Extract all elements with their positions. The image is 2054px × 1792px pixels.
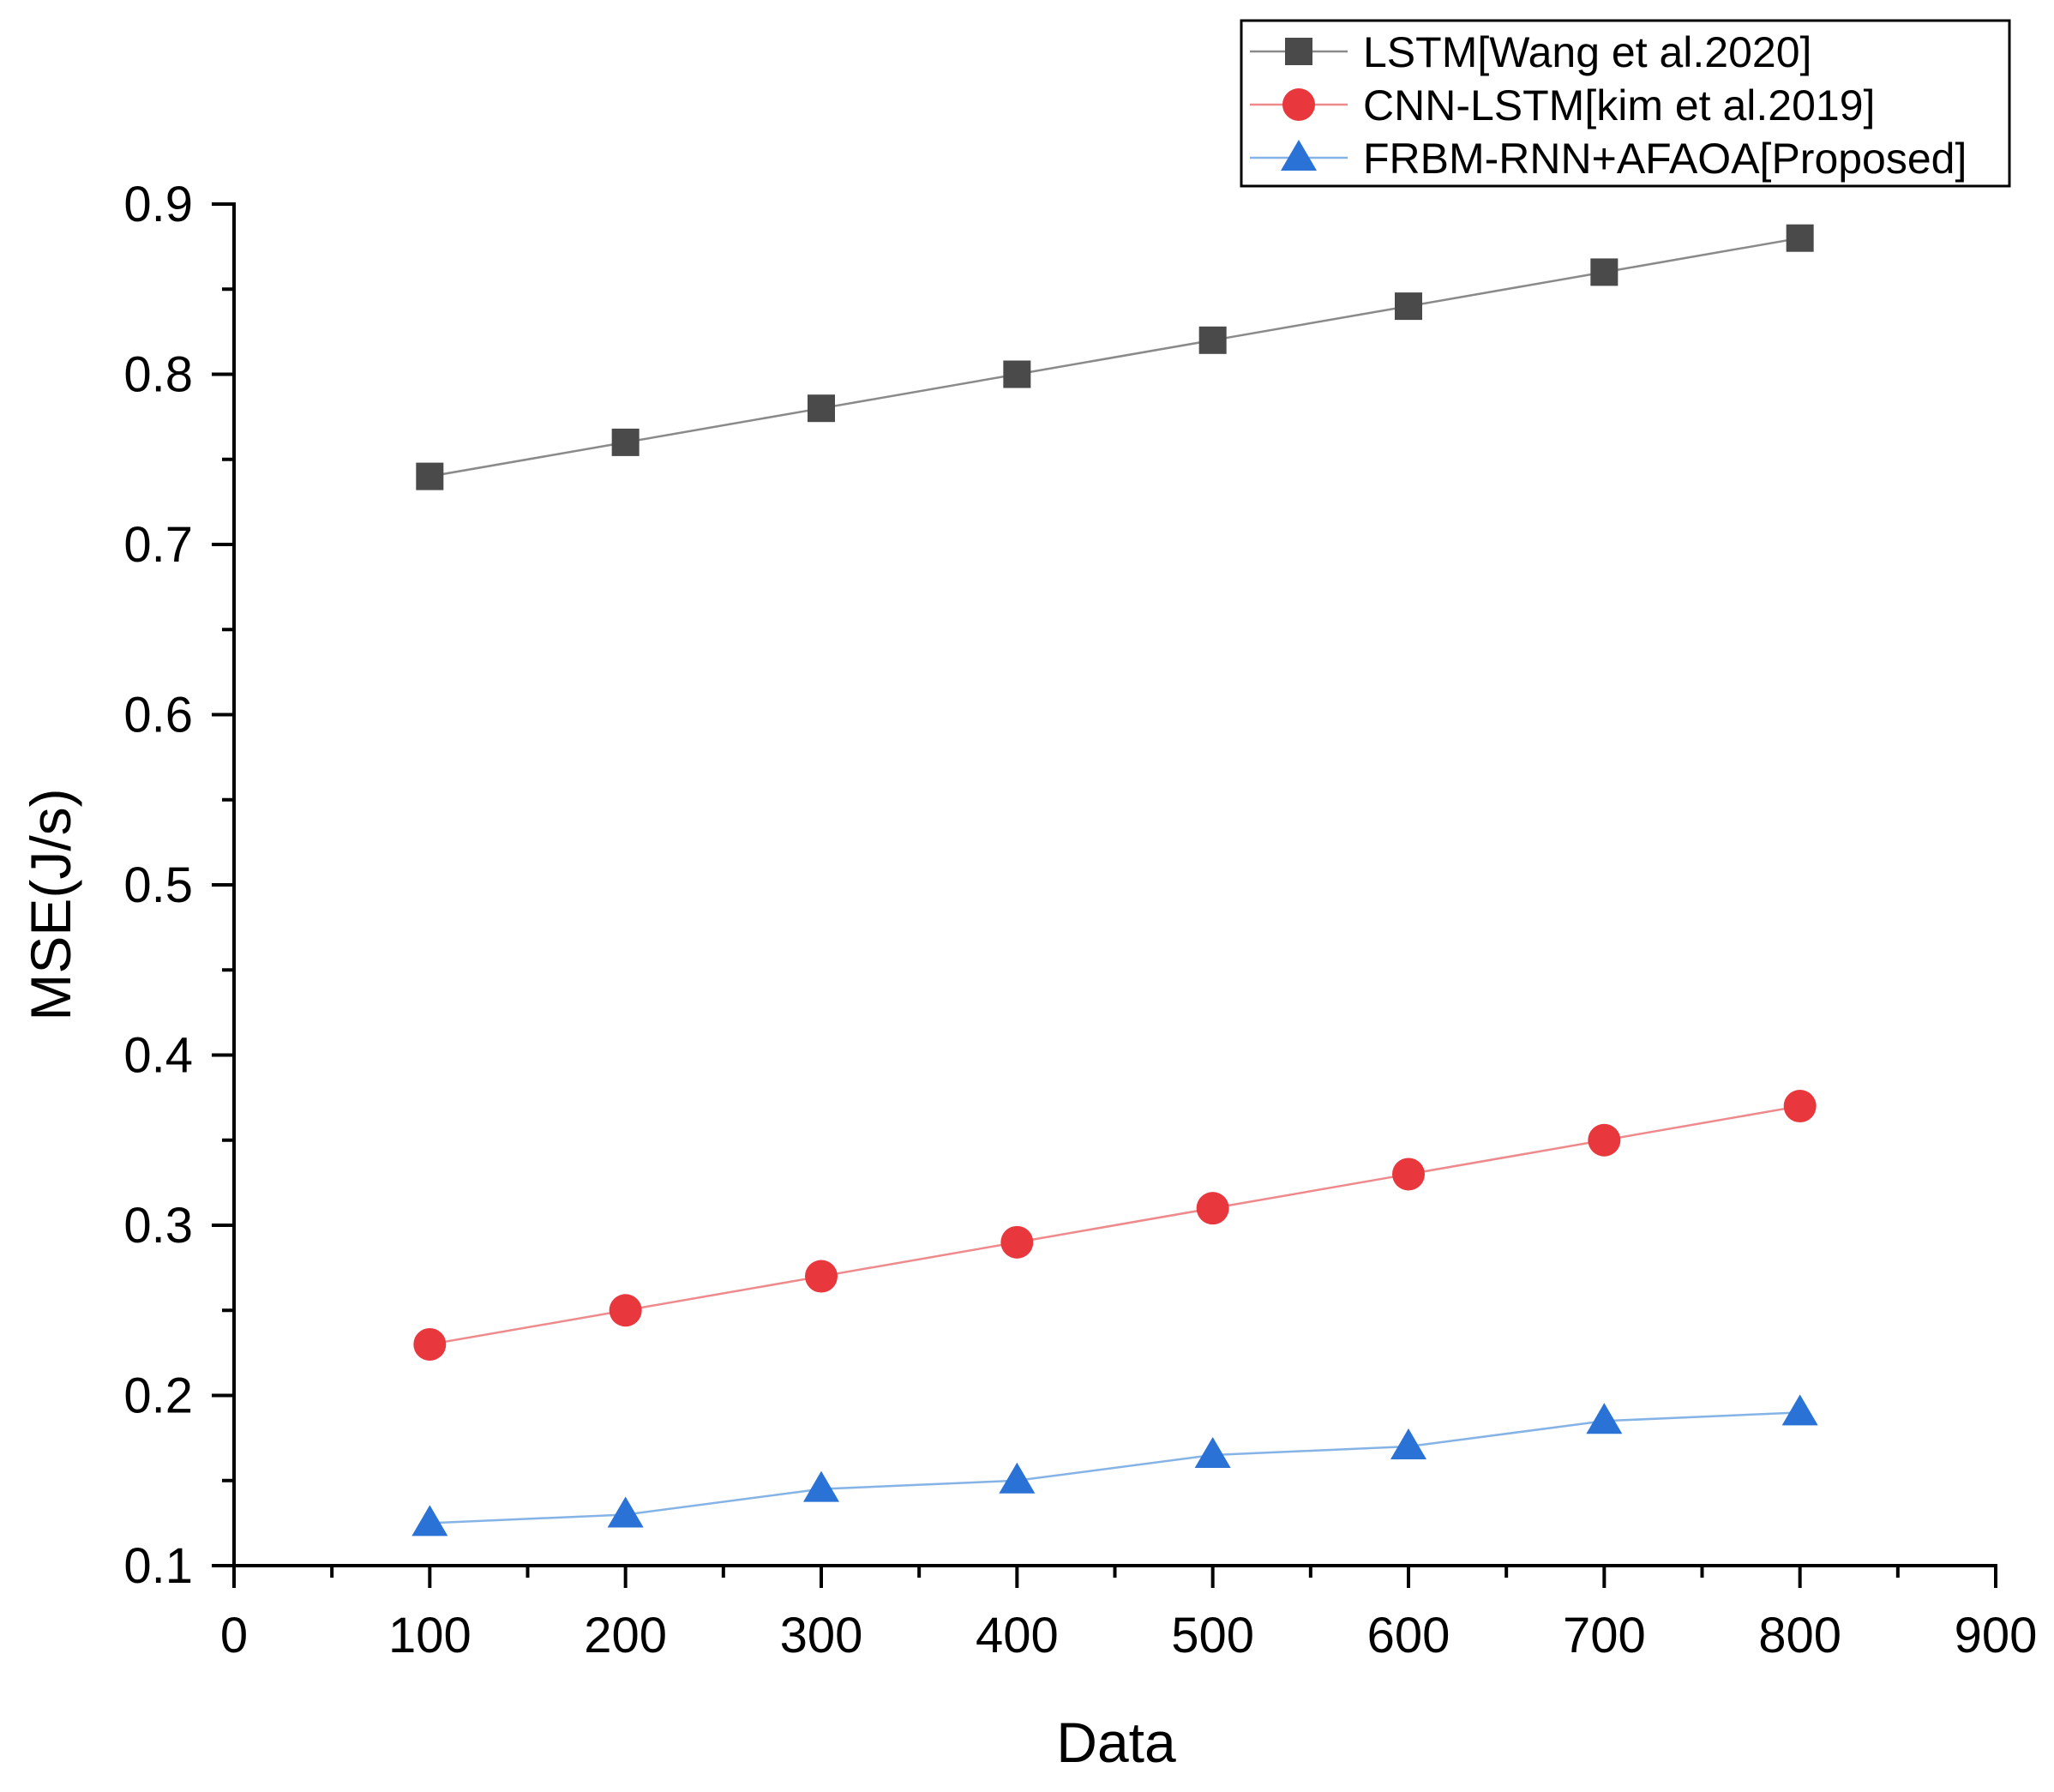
y-tick-label: 0.8 bbox=[123, 347, 193, 403]
y-tick-label: 0.2 bbox=[123, 1368, 193, 1424]
series-2 bbox=[413, 1090, 1817, 1361]
legend-label: LSTM[Wang et al.2020] bbox=[1363, 28, 1811, 76]
x-tick-label: 300 bbox=[780, 1608, 863, 1663]
y-tick-label: 0.9 bbox=[123, 177, 193, 232]
x-tick-label: 600 bbox=[1367, 1608, 1450, 1663]
data-point-triangle bbox=[411, 1505, 448, 1536]
legend-marker-square bbox=[1285, 38, 1312, 65]
data-point-circle bbox=[1000, 1225, 1034, 1259]
data-point-triangle bbox=[1194, 1436, 1231, 1468]
legend-entry-2: CNN-LSTM[kim et al.2019] bbox=[1250, 81, 1875, 129]
data-point-circle bbox=[609, 1294, 642, 1327]
series-1 bbox=[416, 224, 1814, 490]
legend-marker-triangle bbox=[1281, 140, 1317, 171]
data-point-square bbox=[416, 462, 444, 490]
data-point-circle bbox=[1196, 1192, 1229, 1225]
legend-box bbox=[1240, 19, 2011, 188]
series-layer bbox=[411, 224, 1818, 1536]
axes: 0 100 200 300 400 500 600 700 800 900 0.1 0.2 0.3 0.4… bbox=[123, 177, 2037, 1663]
legend-marker-circle bbox=[1282, 88, 1315, 121]
data-point-square bbox=[611, 428, 640, 456]
y-tick-label: 0.1 bbox=[123, 1538, 193, 1594]
data-point-square bbox=[808, 394, 835, 423]
x-tick-label: 500 bbox=[1171, 1608, 1254, 1663]
legend-entry-1: LSTM[Wang et al.2020] bbox=[1250, 28, 1811, 76]
data-point-square bbox=[1395, 292, 1422, 321]
y-tick-label: 0.7 bbox=[123, 517, 193, 573]
x-tick-label: 400 bbox=[976, 1608, 1059, 1663]
y-axis-title: MSE(J/s) bbox=[19, 788, 82, 1020]
x-tick-label: 800 bbox=[1758, 1608, 1841, 1663]
x-tick-label: 100 bbox=[388, 1608, 471, 1663]
x-tick-label: 700 bbox=[1563, 1608, 1646, 1663]
data-point-square bbox=[1590, 258, 1619, 286]
data-point-circle bbox=[805, 1260, 838, 1293]
legend-entry-3: FRBM-RNN+AFAOA[Proposed] bbox=[1250, 135, 1967, 183]
data-point-triangle bbox=[999, 1462, 1036, 1494]
series-line bbox=[429, 1411, 1800, 1524]
data-point-circle bbox=[413, 1327, 447, 1361]
y-tick-label: 0.5 bbox=[123, 857, 193, 913]
legend-label: CNN-LSTM[kim et al.2019] bbox=[1363, 81, 1875, 129]
series-3 bbox=[411, 1394, 1818, 1536]
x-tick-label: 900 bbox=[1955, 1608, 2038, 1663]
series-line bbox=[429, 1104, 1800, 1346]
data-point-triangle bbox=[1781, 1394, 1818, 1426]
data-point-triangle bbox=[607, 1496, 644, 1528]
data-point-triangle bbox=[803, 1470, 839, 1502]
x-tick-label: 0 bbox=[220, 1608, 248, 1663]
y-tick-label: 0.3 bbox=[123, 1198, 193, 1254]
data-point-triangle bbox=[1586, 1403, 1623, 1434]
data-point-circle bbox=[1392, 1158, 1425, 1191]
x-tick-label: 200 bbox=[584, 1608, 667, 1663]
legend-label: FRBM-RNN+AFAOA[Proposed] bbox=[1363, 135, 1967, 183]
x-axis-title: Data bbox=[1056, 1711, 1176, 1774]
data-point-square bbox=[1198, 326, 1227, 354]
y-tick-label: 0.6 bbox=[123, 688, 193, 743]
legend: LSTM[Wang et al.2020] CNN-LSTM[kim et al.… bbox=[1240, 19, 2011, 188]
data-point-circle bbox=[1588, 1123, 1621, 1157]
series-line bbox=[429, 237, 1800, 478]
data-point-triangle bbox=[1390, 1428, 1426, 1460]
data-point-square bbox=[1003, 360, 1031, 388]
data-point-square bbox=[1786, 224, 1814, 252]
y-tick-label: 0.4 bbox=[123, 1028, 193, 1084]
data-point-circle bbox=[1783, 1090, 1817, 1123]
